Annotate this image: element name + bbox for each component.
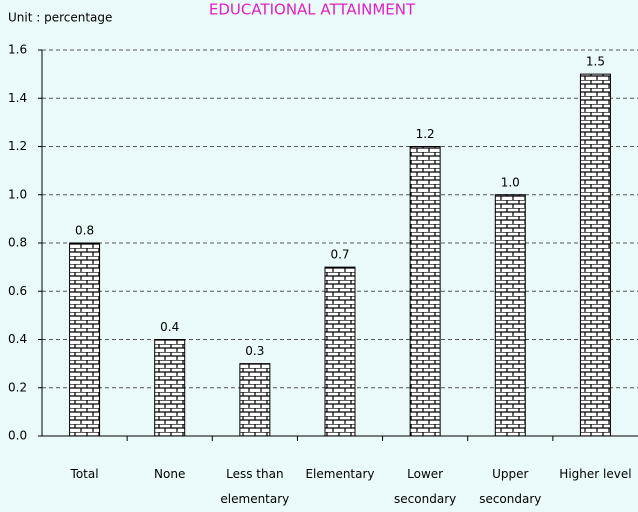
bar xyxy=(69,242,101,437)
chart-title: EDUCATIONAL ATTAINMENT xyxy=(209,1,416,19)
bar xyxy=(324,266,356,437)
data-label: 0.8 xyxy=(75,224,94,238)
bar xyxy=(154,339,186,437)
x-tick-label: None xyxy=(154,467,186,481)
y-tick-label: 1.0 xyxy=(8,187,27,201)
y-tick-label: 0.0 xyxy=(8,429,27,443)
unit-label: Unit : percentage xyxy=(8,11,112,25)
x-tick-label: Higher level xyxy=(559,467,632,481)
x-tick-label: Total xyxy=(70,467,99,481)
bar xyxy=(239,363,271,437)
data-label: 1.5 xyxy=(586,55,605,69)
x-tick-label: Lower secondary xyxy=(394,467,457,506)
x-tick-label: Upper secondary xyxy=(479,467,542,506)
y-tick-label: 0.6 xyxy=(8,284,27,298)
y-tick-label: 1.4 xyxy=(8,91,27,105)
bar xyxy=(494,194,526,437)
y-tick-label: 1.2 xyxy=(8,139,27,153)
y-tick-label: 0.4 xyxy=(8,332,27,346)
bar xyxy=(579,73,611,437)
y-tick-label: 1.6 xyxy=(8,43,27,57)
bar xyxy=(409,146,441,437)
x-tick-label: Elementary xyxy=(305,467,375,481)
data-label: 0.7 xyxy=(330,248,349,262)
data-label: 0.4 xyxy=(160,320,179,334)
data-label: 1.0 xyxy=(501,175,520,189)
x-tick-label: Less than elementary xyxy=(220,467,290,506)
data-label: 1.2 xyxy=(416,127,435,141)
y-tick-label: 0.8 xyxy=(8,236,27,250)
y-tick-label: 0.2 xyxy=(8,380,27,394)
data-label: 0.3 xyxy=(245,344,264,358)
